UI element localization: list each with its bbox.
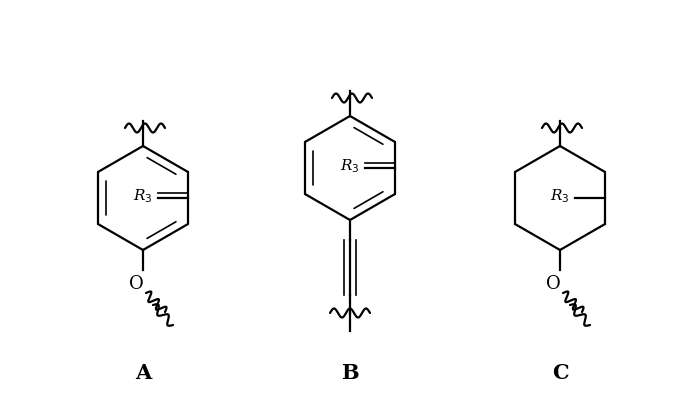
Text: B: B	[341, 363, 359, 383]
Text: O: O	[545, 275, 561, 293]
Text: C: C	[552, 363, 568, 383]
Text: O: O	[129, 275, 144, 293]
Text: R$_3$: R$_3$	[133, 187, 153, 205]
Text: R$_3$: R$_3$	[340, 157, 360, 175]
Text: R$_3$: R$_3$	[550, 187, 570, 205]
Text: A: A	[135, 363, 151, 383]
